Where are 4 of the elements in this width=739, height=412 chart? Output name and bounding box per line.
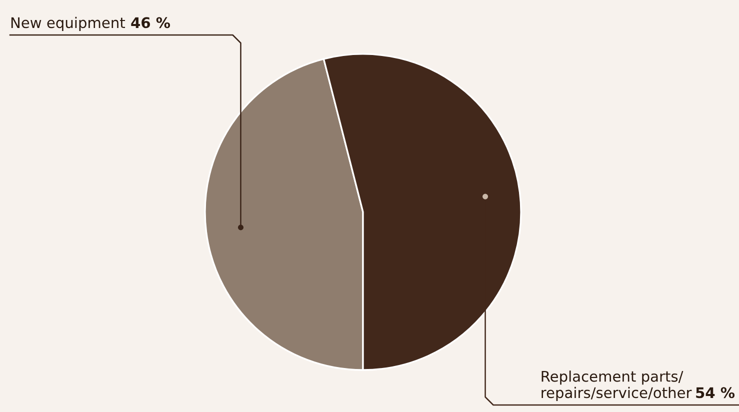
- slice-label: New equipment: [11, 16, 126, 31]
- slice-label: Replacement parts/ repairs/service/other: [542, 370, 692, 401]
- data-label: 46 %: [131, 17, 170, 28]
- data-label: 54 %: [696, 387, 735, 398]
